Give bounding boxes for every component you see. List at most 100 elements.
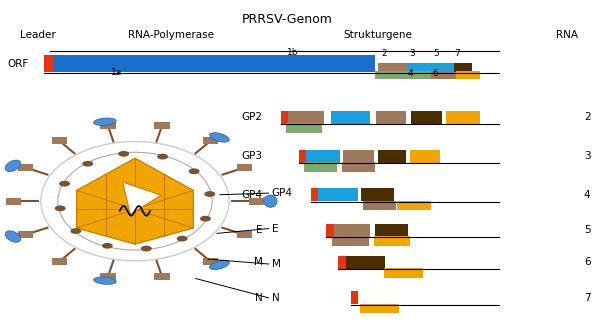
- FancyBboxPatch shape: [376, 111, 406, 124]
- Ellipse shape: [209, 260, 229, 270]
- Text: GP4: GP4: [242, 190, 262, 200]
- FancyBboxPatch shape: [53, 55, 214, 72]
- FancyBboxPatch shape: [375, 224, 408, 237]
- Circle shape: [102, 243, 113, 249]
- Text: 2: 2: [381, 49, 387, 58]
- Ellipse shape: [209, 133, 229, 142]
- Circle shape: [141, 246, 152, 252]
- Text: 3: 3: [409, 49, 415, 58]
- Text: M: M: [254, 257, 262, 267]
- Circle shape: [177, 236, 188, 241]
- FancyBboxPatch shape: [334, 224, 370, 237]
- FancyBboxPatch shape: [306, 150, 340, 162]
- FancyBboxPatch shape: [360, 304, 399, 313]
- Ellipse shape: [93, 118, 116, 125]
- Ellipse shape: [41, 142, 229, 261]
- Text: 5: 5: [433, 49, 439, 58]
- FancyBboxPatch shape: [343, 150, 373, 162]
- FancyBboxPatch shape: [304, 162, 337, 172]
- Ellipse shape: [58, 152, 212, 250]
- FancyBboxPatch shape: [447, 111, 480, 124]
- Circle shape: [55, 205, 66, 211]
- Text: 7: 7: [454, 49, 460, 58]
- FancyBboxPatch shape: [411, 111, 442, 124]
- Text: N: N: [271, 293, 279, 303]
- FancyBboxPatch shape: [361, 188, 394, 201]
- Bar: [6, 198, 21, 205]
- Circle shape: [70, 228, 81, 234]
- FancyBboxPatch shape: [375, 71, 408, 79]
- Text: E: E: [256, 225, 262, 235]
- Bar: [249, 198, 264, 205]
- Ellipse shape: [93, 277, 116, 284]
- Text: 3: 3: [584, 151, 590, 161]
- FancyBboxPatch shape: [342, 162, 375, 172]
- FancyBboxPatch shape: [318, 188, 358, 201]
- FancyBboxPatch shape: [281, 111, 288, 124]
- Bar: [101, 273, 115, 280]
- Bar: [203, 137, 218, 144]
- Text: 4: 4: [584, 190, 590, 200]
- Bar: [101, 122, 115, 129]
- Text: RNA-Polymerase: RNA-Polymerase: [129, 30, 214, 40]
- Text: 4: 4: [407, 69, 413, 78]
- FancyBboxPatch shape: [299, 150, 306, 162]
- FancyBboxPatch shape: [431, 71, 459, 79]
- Circle shape: [82, 161, 93, 167]
- Text: 6: 6: [432, 69, 438, 78]
- Text: PRRSV-Genom: PRRSV-Genom: [242, 13, 332, 26]
- Ellipse shape: [264, 195, 277, 207]
- FancyBboxPatch shape: [408, 63, 432, 72]
- Text: RNA: RNA: [556, 30, 578, 40]
- FancyBboxPatch shape: [351, 292, 358, 304]
- Text: GP2: GP2: [242, 112, 262, 123]
- Text: 2: 2: [584, 112, 590, 123]
- FancyBboxPatch shape: [214, 55, 375, 72]
- Bar: [18, 164, 33, 171]
- FancyBboxPatch shape: [456, 71, 480, 79]
- Circle shape: [204, 191, 215, 197]
- FancyBboxPatch shape: [288, 111, 325, 124]
- Bar: [203, 258, 218, 265]
- FancyBboxPatch shape: [285, 123, 322, 133]
- FancyBboxPatch shape: [363, 201, 396, 210]
- Circle shape: [188, 168, 199, 174]
- Ellipse shape: [5, 231, 21, 242]
- FancyBboxPatch shape: [378, 63, 411, 72]
- Text: GP3: GP3: [242, 151, 262, 161]
- Circle shape: [59, 181, 70, 187]
- Text: 7: 7: [584, 293, 590, 303]
- Text: M: M: [271, 259, 281, 269]
- Ellipse shape: [5, 160, 21, 172]
- Text: ORF: ORF: [7, 59, 29, 69]
- Circle shape: [200, 216, 211, 222]
- FancyBboxPatch shape: [339, 256, 346, 269]
- Circle shape: [157, 154, 168, 160]
- Bar: [237, 164, 252, 171]
- Polygon shape: [77, 158, 193, 244]
- Bar: [154, 122, 170, 129]
- FancyBboxPatch shape: [432, 63, 454, 72]
- FancyBboxPatch shape: [346, 256, 385, 269]
- FancyBboxPatch shape: [44, 55, 53, 72]
- FancyBboxPatch shape: [311, 188, 318, 201]
- Text: N: N: [255, 293, 262, 303]
- FancyBboxPatch shape: [378, 150, 406, 162]
- FancyBboxPatch shape: [331, 111, 370, 124]
- FancyBboxPatch shape: [332, 236, 369, 246]
- Bar: [18, 231, 33, 238]
- FancyBboxPatch shape: [407, 71, 431, 79]
- Text: 1a: 1a: [111, 68, 123, 77]
- Bar: [52, 258, 67, 265]
- FancyBboxPatch shape: [454, 63, 472, 72]
- FancyBboxPatch shape: [410, 150, 440, 162]
- Circle shape: [118, 151, 129, 157]
- Polygon shape: [123, 182, 161, 214]
- Bar: [154, 273, 170, 280]
- FancyBboxPatch shape: [397, 201, 431, 210]
- Text: Leader: Leader: [20, 30, 56, 40]
- Text: Strukturgene: Strukturgene: [343, 30, 412, 40]
- Bar: [237, 231, 252, 238]
- Text: E: E: [271, 224, 278, 234]
- Bar: [52, 137, 67, 144]
